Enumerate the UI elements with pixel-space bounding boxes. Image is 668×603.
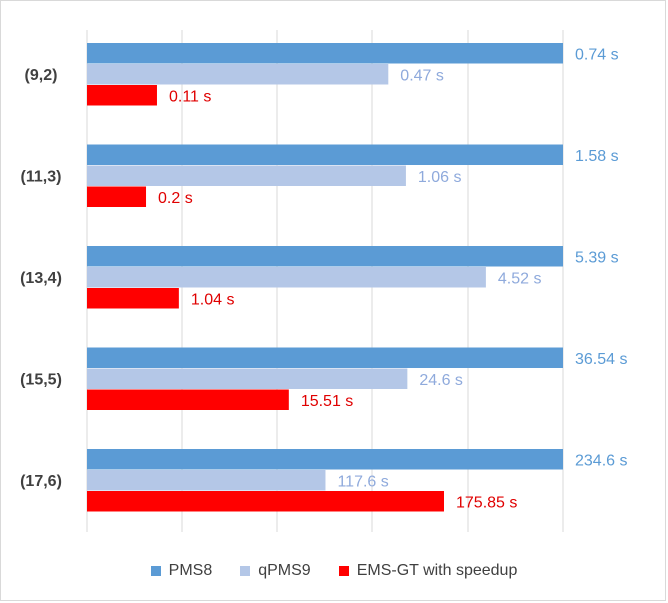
data-label: 5.39 s [575,249,619,266]
bar-qpms9 [87,165,406,186]
legend-swatch [240,566,251,576]
value-labels: 0.74 s 0.47 s 0.11 s 1.58 s 1.06 s 0.2 s 5.39 … [158,46,627,511]
bar-ems-gt-with-speedup [87,186,147,207]
legend-label: qPMS9 [258,562,311,579]
bar-qpms9 [87,368,408,389]
bar-pms8 [87,449,563,470]
bar-pms8 [87,347,563,368]
legend-swatch [150,566,161,576]
data-label: 0.47 s [400,67,444,84]
bar-pms8 [87,43,563,64]
category-label: (13,4) [20,270,62,287]
legend-item: qPMS9 [240,562,311,580]
data-label: 1.06 s [418,169,462,186]
legend: PMS8 qPMS9 EMS-GT with speedup [0,560,668,582]
legend-label: PMS8 [168,562,213,579]
category-label: (11,3) [21,168,62,185]
category-label: (15,5) [20,371,62,388]
legend-label: EMS-GT with speedup [356,562,518,579]
legend-item: EMS-GT with speedup [338,562,518,580]
data-label: 15.51 s [301,393,353,410]
bar-pms8 [87,144,563,165]
data-label: 36.54 s [575,351,627,368]
bar-pms8 [87,246,563,267]
bar-ems-gt-with-speedup [87,389,289,410]
data-label: 4.52 s [498,270,542,287]
bar-qpms9 [87,64,389,85]
bars [87,43,563,512]
bar-ems-gt-with-speedup [87,85,157,106]
bar-qpms9 [87,267,486,288]
data-label: 1.58 s [575,148,619,165]
data-label: 117.6 s [337,473,388,490]
data-label: 175.85 s [456,494,517,511]
category-label: (9,2) [25,67,58,84]
legend-swatch [338,566,349,576]
data-label: 0.2 s [158,190,193,207]
legend-item: PMS8 [150,562,213,580]
data-label: 234.6 s [575,452,627,469]
bar-ems-gt-with-speedup [87,288,179,309]
data-label: 0.74 s [575,46,619,63]
bar-qpms9 [87,470,326,491]
bar-ems-gt-with-speedup [87,491,444,512]
category-label: (17,6) [20,473,62,490]
data-label: 1.04 s [191,291,235,308]
data-label: 0.11 s [169,88,211,105]
data-label: 24.6 s [419,372,463,389]
category-labels: (9,2) (11,3) (13,4) (15,5) (17,6) [20,67,62,490]
